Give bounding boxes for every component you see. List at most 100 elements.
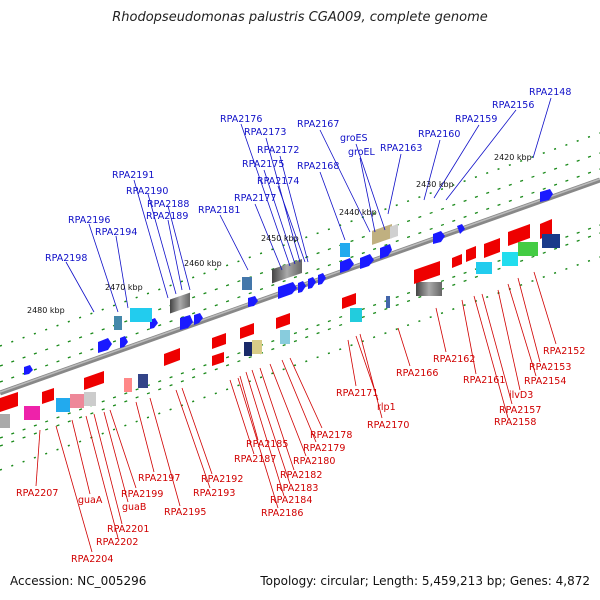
gene-rpa2172 <box>340 258 354 273</box>
gene-rpa2159 <box>457 224 465 234</box>
label-rpa2162: RPA2162 <box>433 354 475 365</box>
label-rpa2207: RPA2207 <box>16 488 58 499</box>
gene-rpa2196 <box>114 316 122 330</box>
leader-rpa2176 <box>240 123 291 267</box>
gene-rpa2204 <box>24 406 40 420</box>
kbp-2430: 2430 kbp <box>416 180 454 189</box>
leader-rpa2187 <box>229 379 255 455</box>
label-rpa2199: RPA2199 <box>121 489 163 500</box>
leader-rpa2152 <box>533 271 557 345</box>
leader-rpa2182 <box>259 367 295 471</box>
label-rpa2187: RPA2187 <box>234 454 276 465</box>
leader-rpa2201 <box>93 413 123 525</box>
leader-rpa2204 <box>55 425 93 553</box>
label-guaa: guaA <box>78 495 103 506</box>
leader-rpa2162 <box>435 307 447 353</box>
gene-rpa2199 <box>84 371 104 390</box>
gene-rpa2181-grey <box>272 259 302 284</box>
leader-groel <box>359 157 376 233</box>
gene-rpa2202 <box>56 398 70 412</box>
label-rpa2174: RPA2174 <box>257 176 299 187</box>
gene-rpa2197 <box>124 378 132 392</box>
tick-line-top <box>0 152 600 367</box>
gene-rpa2176 <box>298 281 306 293</box>
label-rpa2186: RPA2186 <box>261 508 303 519</box>
gene-groel <box>372 224 392 245</box>
leader-rpa2183 <box>251 369 291 485</box>
label-rpa2204: RPA2204 <box>71 554 113 565</box>
gene-rpa2201 <box>70 394 84 408</box>
gene-rpa2163 <box>433 231 445 244</box>
gene-rpa2158 <box>484 238 500 258</box>
kbp-2460: 2460 kbp <box>184 259 222 268</box>
leader-rpa2180 <box>269 363 307 457</box>
label-rpa2194: RPA2194 <box>95 227 137 238</box>
label-rpa2158: RPA2158 <box>494 417 536 428</box>
gene-rpa2180 <box>252 340 262 354</box>
leader-rpa2181 <box>219 214 249 271</box>
label-rlp1: rlp1 <box>377 402 396 413</box>
label-rpa2185: RPA2185 <box>246 439 288 450</box>
label-rpa2182: RPA2182 <box>280 470 322 481</box>
gene-rpa2167 <box>380 244 392 259</box>
label-rpa2170: RPA2170 <box>367 420 409 431</box>
gene-rpa2153 <box>542 234 560 248</box>
label-ilvd3: ilvD3 <box>509 390 533 401</box>
bottom-leader-lines <box>35 271 557 553</box>
leader-rpa2171 <box>347 339 357 387</box>
label-rpa2156: RPA2156 <box>492 100 534 111</box>
gene-rpa2186 <box>212 352 224 366</box>
leader-rpa2188 <box>167 205 191 291</box>
label-rpa2180: RPA2180 <box>293 456 335 467</box>
leader-rpa2202 <box>85 415 119 539</box>
label-rpa2157: RPA2157 <box>499 405 541 416</box>
gene-rpa2166 <box>414 261 440 284</box>
gene-rpa2154 <box>518 242 538 256</box>
leader-rpa2189 <box>167 219 183 291</box>
label-rpa2161: RPA2161 <box>463 375 505 386</box>
leader-rpa2156 <box>445 109 517 201</box>
leader-rpa2168 <box>319 171 346 241</box>
kbp-2470: 2470 kbp <box>105 283 143 292</box>
forward-genes <box>24 189 553 375</box>
gene-rpa2157 <box>502 252 518 266</box>
label-rpa2177: RPA2177 <box>234 193 276 204</box>
label-rpa2184: RPA2184 <box>270 495 312 506</box>
gene-rpa2207 <box>0 392 18 412</box>
gene-rpa2178 <box>276 313 290 329</box>
label-rpa2160: RPA2160 <box>418 129 460 140</box>
leader-rpa2161 <box>461 299 477 375</box>
label-rpa2191: RPA2191 <box>112 170 154 181</box>
label-rpa2152: RPA2152 <box>543 346 585 357</box>
label-rpa2171: RPA2171 <box>336 388 378 399</box>
leader-rpa2157 <box>481 293 513 405</box>
label-rpa2197: RPA2197 <box>138 473 180 484</box>
top-leader-lines <box>65 97 552 313</box>
leader-rlp1 <box>355 335 379 401</box>
leader-rpa2196 <box>88 223 119 313</box>
leader-rpa2199 <box>109 409 137 489</box>
label-rpa2189: RPA2189 <box>146 211 188 222</box>
leader-rpa2198 <box>65 261 95 313</box>
leader-rpa2160 <box>423 139 441 201</box>
leader-rpa2175 <box>263 169 296 265</box>
label-rpa2190: RPA2190 <box>126 186 168 197</box>
leader-rpa2159 <box>433 124 480 199</box>
label-rpa2193: RPA2193 <box>193 488 235 499</box>
map-title: Rhodopseudomonas palustris CGA009, compl… <box>112 10 488 25</box>
tick-line-lower <box>0 224 600 439</box>
gene-rpa2183 <box>240 323 254 339</box>
leader-rpa2172 <box>279 155 309 263</box>
label-groel: groEL <box>348 147 376 158</box>
gene-rpa2166-grey <box>416 282 442 296</box>
leader-rpa2177 <box>254 203 283 271</box>
leader-rpa2194 <box>115 235 129 309</box>
label-groes: groES <box>340 133 368 144</box>
leader-rpa2192 <box>181 387 213 475</box>
gene-rlp1 <box>342 293 356 309</box>
leader-rpa2195 <box>149 397 181 507</box>
gene-rpa2194 <box>130 308 152 322</box>
gene-rpa2181 <box>248 296 258 307</box>
label-rpa2195: RPA2195 <box>164 507 206 518</box>
leader-rpa2191 <box>133 179 169 299</box>
